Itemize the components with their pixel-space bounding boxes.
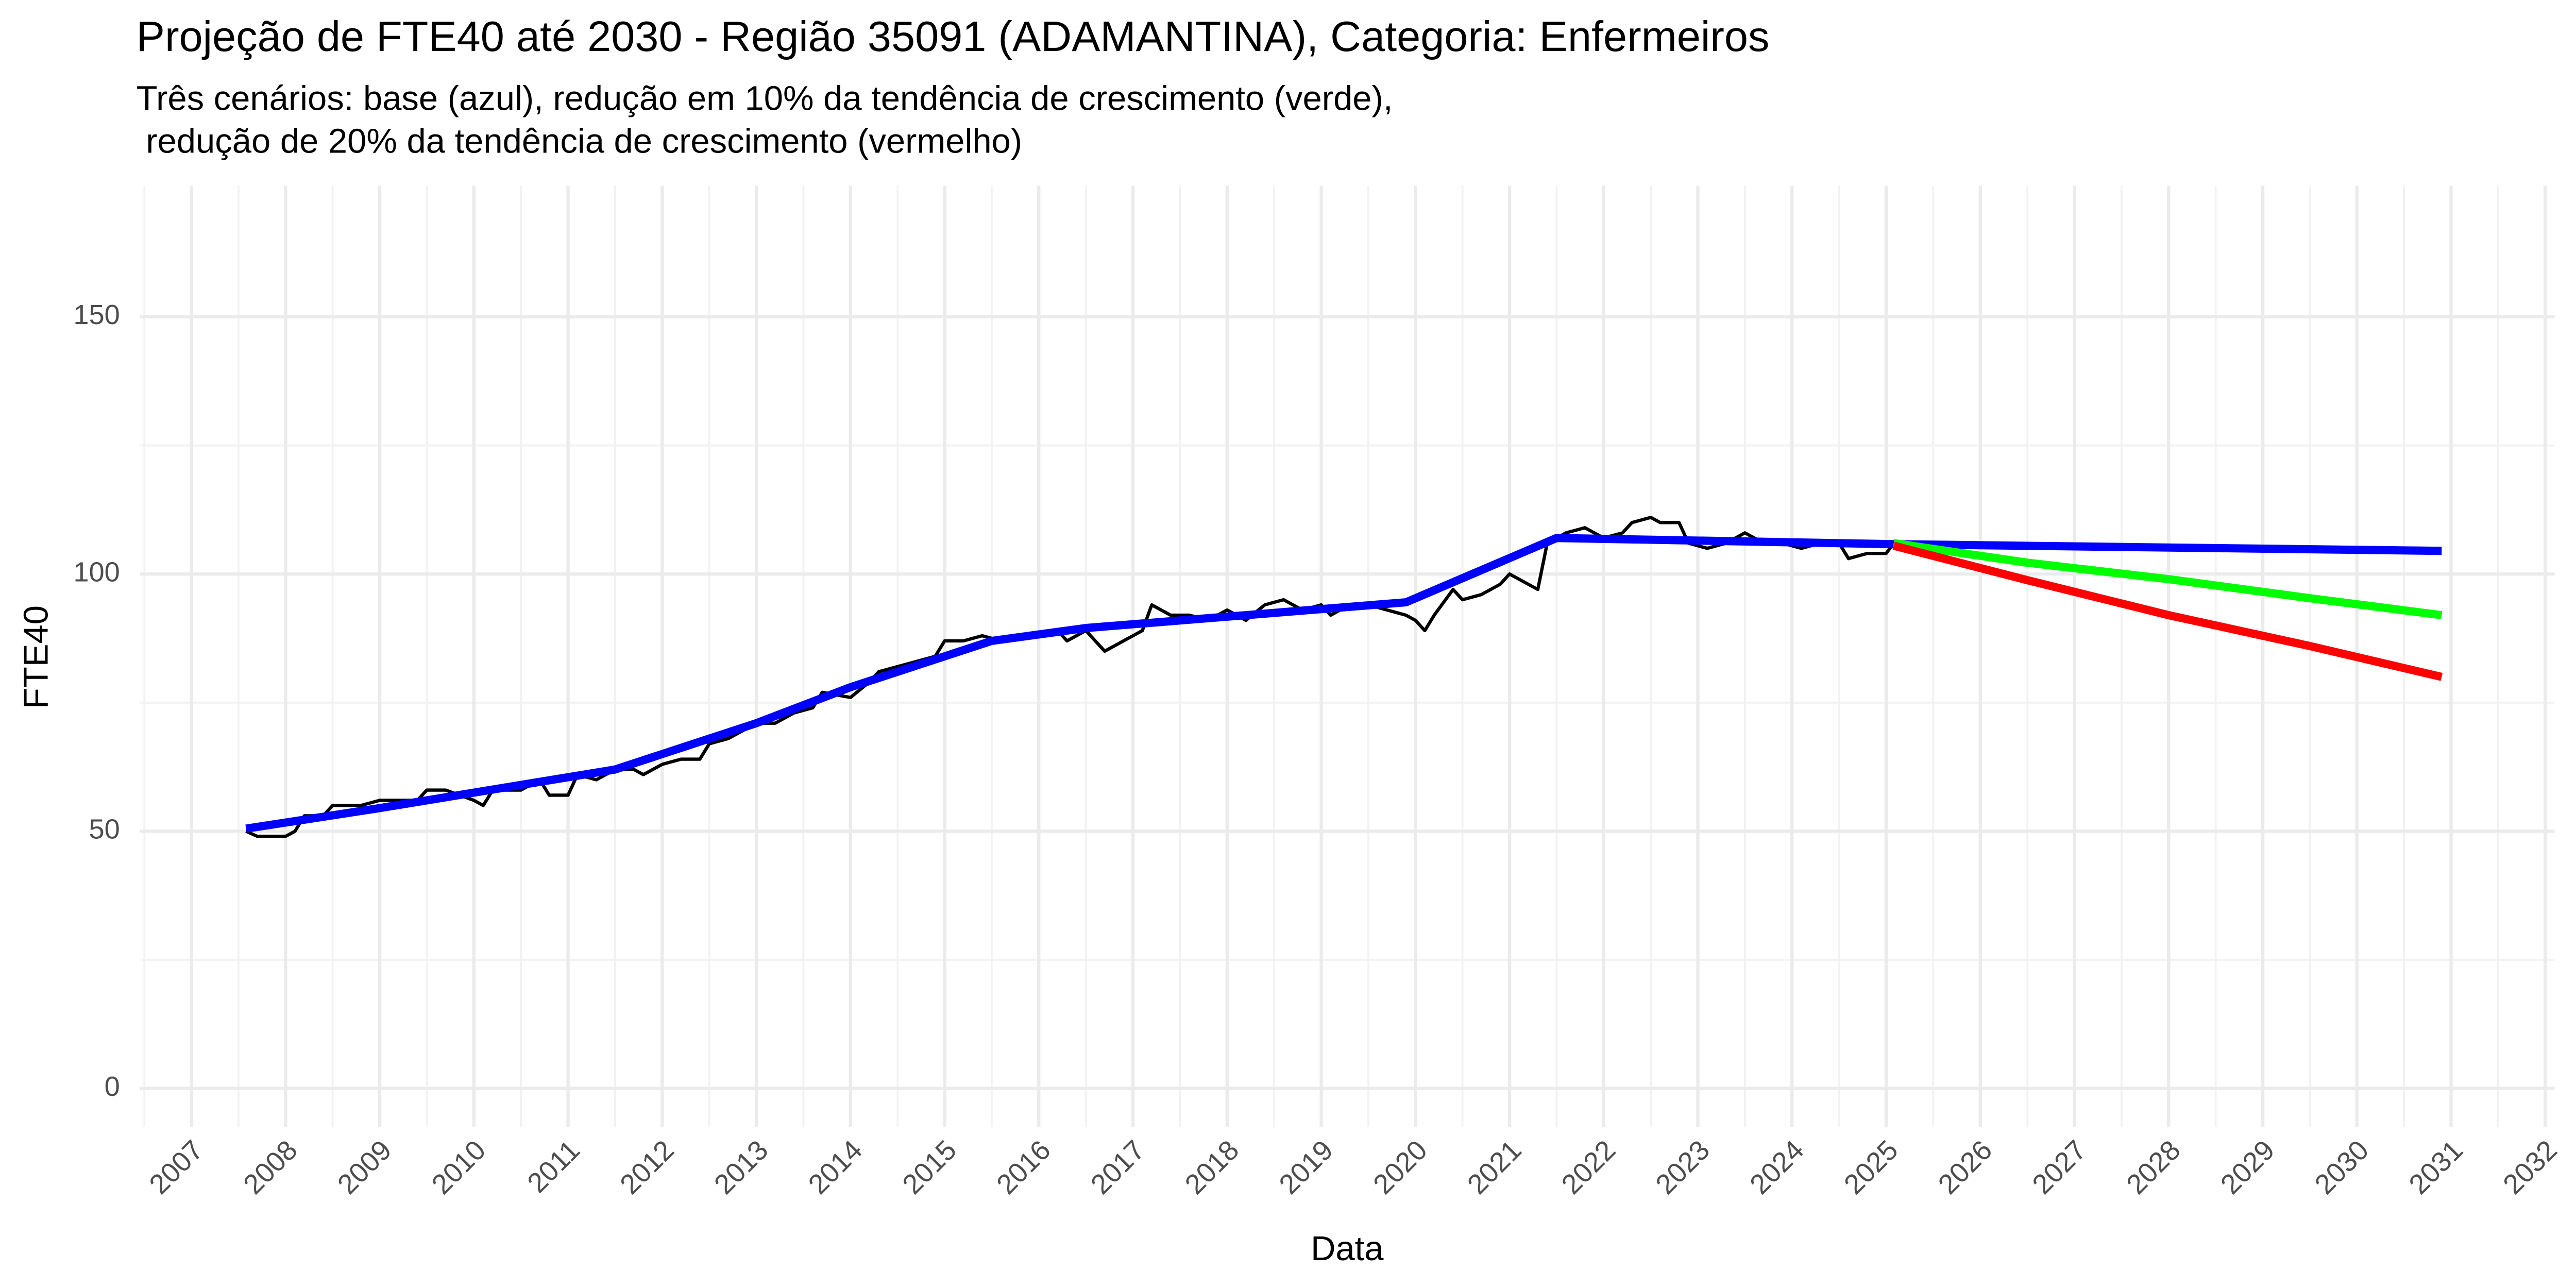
plot-marks [245, 516, 2443, 838]
chart-title: Projeção de FTE40 até 2030 - Região 3509… [137, 12, 1770, 60]
grid [140, 185, 2555, 1127]
series-line [1893, 539, 2443, 619]
x-axis-label: Data [1311, 1229, 1384, 1268]
chart-subtitle: Três cenários: base (azul), redução em 1… [137, 79, 1393, 118]
y-tick-label: 100 [73, 556, 120, 587]
y-axis-label: FTE40 [16, 605, 55, 709]
y-tick-label: 150 [73, 299, 120, 330]
y-tick-label: 50 [89, 814, 120, 845]
series-line [245, 534, 2442, 833]
series-line [1892, 541, 2443, 681]
y-tick-label: 0 [105, 1071, 120, 1102]
chart-subtitle: redução de 20% da tendência de crescimen… [137, 122, 1022, 161]
